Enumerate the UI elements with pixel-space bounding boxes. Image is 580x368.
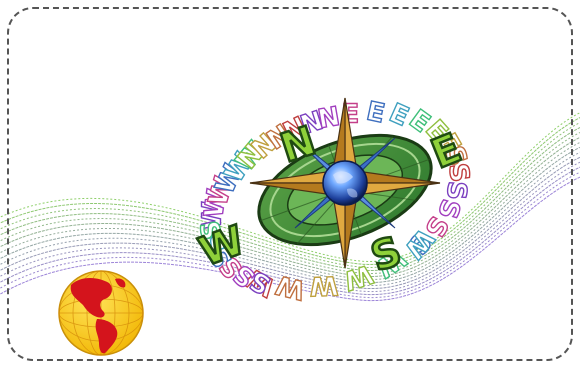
wave-line <box>0 127 580 271</box>
americas-globe-icon <box>58 270 144 356</box>
wave-line <box>0 166 580 295</box>
wave-line <box>0 171 580 298</box>
echo-letter: N <box>316 102 343 135</box>
compass-star <box>249 97 441 269</box>
wave-line <box>0 132 580 274</box>
globe-icon <box>322 160 368 206</box>
wave-line <box>0 142 580 280</box>
wave-line <box>0 112 580 262</box>
wave-line <box>0 147 580 283</box>
wave-line <box>0 117 580 265</box>
wave-line <box>0 161 580 292</box>
echo-letter: S <box>440 180 471 201</box>
echo-letter: E <box>364 97 388 130</box>
echo-letter: W <box>309 270 339 301</box>
wave-line <box>0 137 580 277</box>
wave-line <box>0 176 580 302</box>
wave-lines <box>0 112 580 302</box>
wave-line <box>0 151 580 286</box>
echo-letter: W <box>198 201 228 230</box>
wave-line <box>0 122 580 268</box>
wave-line <box>0 156 580 289</box>
echo-letter: W <box>199 187 233 220</box>
